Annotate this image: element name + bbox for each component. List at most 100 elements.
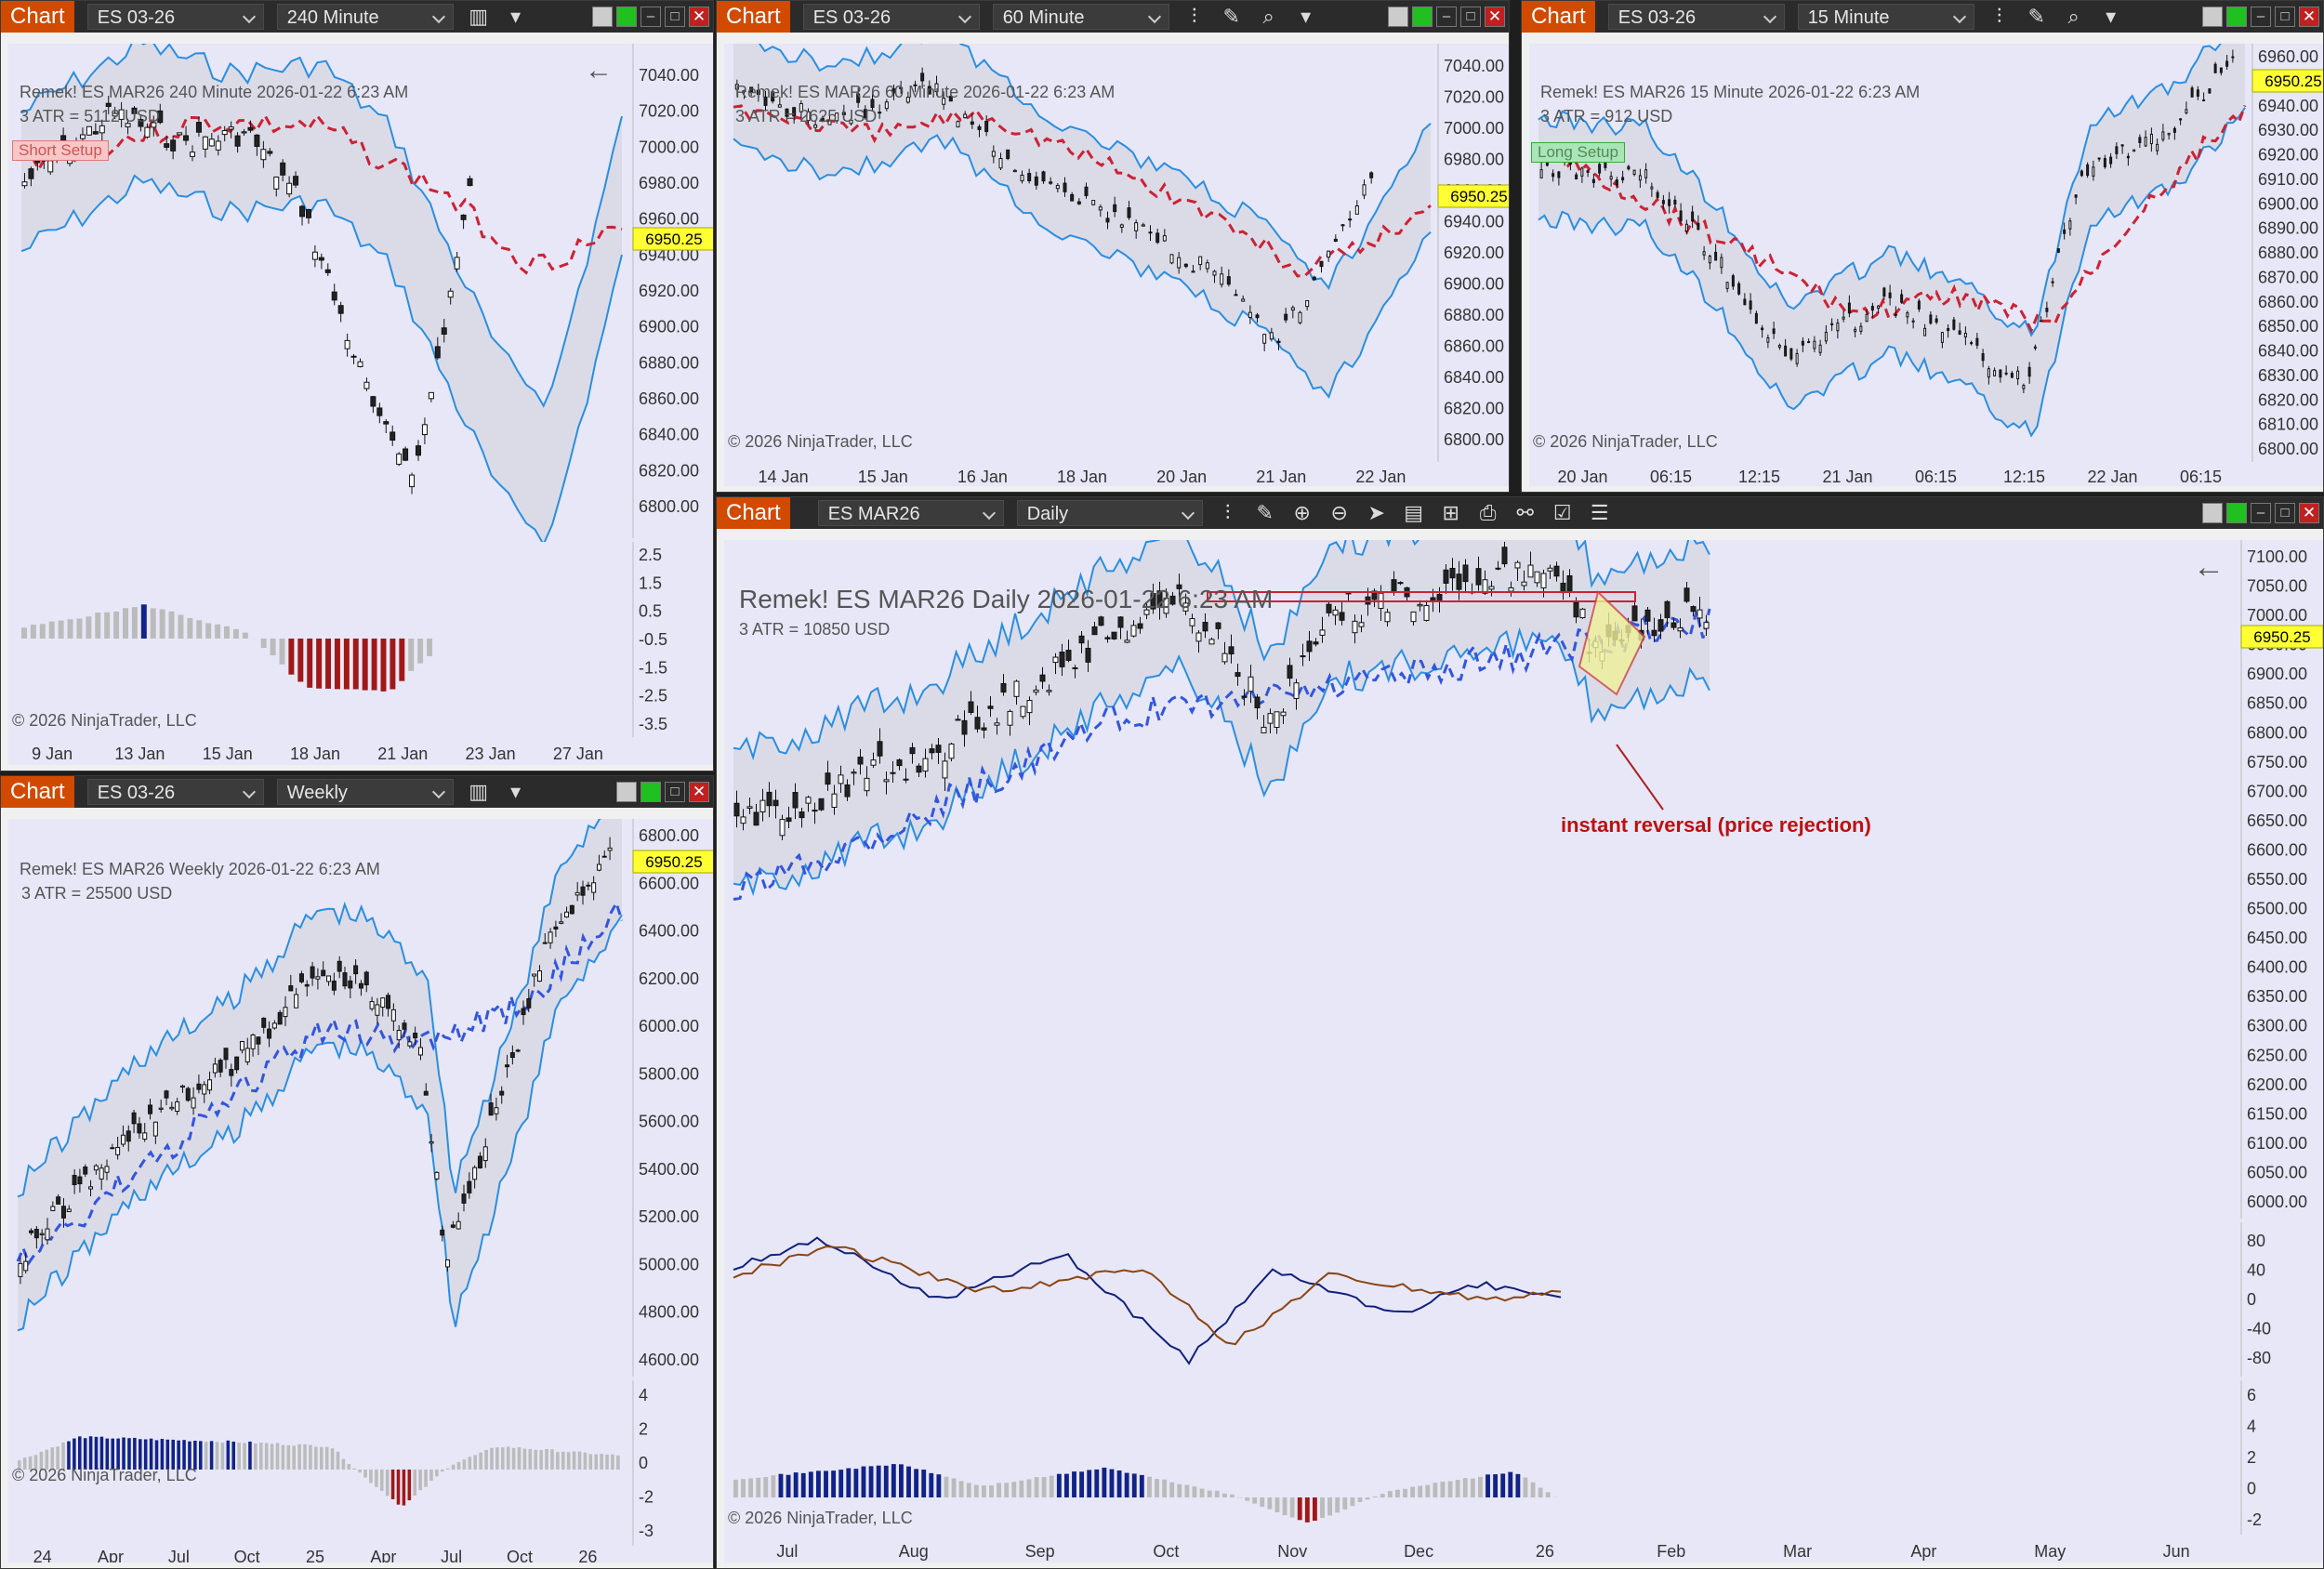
maximize-button[interactable]: □	[2275, 503, 2295, 523]
plot-area[interactable]: 7040.007020.007000.006980.006960.006940.…	[724, 44, 1509, 486]
minimize-button[interactable]: –	[1436, 7, 1457, 27]
bar-style-icon[interactable]: ▥	[469, 5, 489, 28]
candle	[884, 101, 889, 110]
histogram-bar	[111, 1438, 114, 1470]
chart-menu-button[interactable]: Chart	[717, 1, 790, 33]
candle	[1673, 199, 1677, 205]
x-tick-label: 12:15	[1738, 468, 1780, 486]
maximize-button[interactable]: □	[665, 782, 685, 802]
draw-pencil-icon[interactable]: ✎	[1222, 5, 1240, 28]
close-button[interactable]: ✕	[1485, 7, 1505, 27]
candle	[1423, 605, 1430, 621]
draw-pencil-icon[interactable]: ✎	[1256, 501, 1274, 524]
back-arrow-icon[interactable]: ←	[585, 55, 613, 86]
candle	[1664, 600, 1670, 619]
interval-select[interactable]: 60 Minute	[992, 4, 1169, 30]
close-button[interactable]: ✕	[689, 782, 709, 802]
maximize-button[interactable]: □	[2275, 7, 2295, 27]
link-green-button[interactable]	[2226, 7, 2247, 27]
link-green-button[interactable]	[1412, 7, 1433, 27]
trend-line	[733, 104, 1432, 278]
chevron-down-icon[interactable]: ▾	[1301, 5, 1312, 28]
close-button[interactable]: ✕	[2299, 503, 2319, 523]
link-color-button[interactable]	[2202, 503, 2223, 523]
maximize-button[interactable]: □	[1460, 7, 1481, 27]
candle	[1098, 206, 1103, 211]
plot-area[interactable]: 7100.007050.007000.006950.006900.006850.…	[724, 540, 2323, 1562]
chart-menu-button[interactable]: Chart	[1, 1, 74, 33]
interval-select[interactable]: 240 Minute	[276, 4, 454, 30]
candle	[440, 1229, 445, 1236]
y-tick-label: 6800.00	[2258, 440, 2318, 458]
strategy-icon[interactable]: ⚯	[1516, 501, 1534, 524]
snapshot-icon[interactable]: ⎙	[1479, 501, 1497, 524]
candle	[1134, 222, 1139, 231]
minimize-button[interactable]: –	[2251, 503, 2271, 523]
y-tick-label: 7000.00	[1444, 119, 1504, 138]
list-icon[interactable]: ☰	[1590, 501, 1609, 524]
interval-select[interactable]: Weekly	[276, 779, 454, 805]
close-button[interactable]: ✕	[2299, 7, 2319, 27]
properties-icon[interactable]: ☑	[1552, 501, 1572, 524]
templates-icon[interactable]: ⊞	[1442, 501, 1459, 524]
histogram-bar	[748, 1478, 754, 1497]
plot-area[interactable]: 6960.006950.006940.006930.006920.006910.…	[1529, 44, 2323, 486]
instrument-select[interactable]: ES 03-26	[802, 4, 980, 30]
bar-style-icon[interactable]: ▥	[469, 780, 489, 803]
data-box-icon[interactable]: ▤	[1404, 501, 1424, 524]
zoom-out-icon[interactable]: ⊖	[1330, 501, 1348, 524]
bar-style-icon[interactable]: ⫶	[1191, 5, 1197, 28]
back-arrow-icon[interactable]: ←	[2193, 549, 2225, 585]
candle	[144, 126, 151, 138]
zoom-icon[interactable]: ⌕	[2067, 5, 2080, 28]
upper-band-line	[733, 540, 1710, 761]
candle	[105, 102, 112, 108]
candle	[1547, 567, 1553, 572]
link-green-button[interactable]	[2226, 503, 2247, 523]
candle	[864, 777, 870, 792]
plot-area[interactable]: 6800.00 6600.00 6400.00 6200.00 6000.00 5800.…	[8, 819, 713, 1562]
interval-select[interactable]: 15 Minute	[1797, 4, 1974, 30]
candle	[1332, 609, 1339, 616]
instrument-select[interactable]: ES 03-26	[1607, 4, 1785, 30]
chevron-down-icon[interactable]: ▾	[2106, 5, 2117, 28]
candle	[228, 126, 234, 130]
link-color-button[interactable]	[592, 7, 613, 27]
minimize-button[interactable]: –	[2251, 7, 2271, 27]
close-button[interactable]: ✕	[689, 7, 709, 27]
candle	[1162, 235, 1167, 242]
link-color-button[interactable]	[1388, 7, 1408, 27]
link-green-button[interactable]	[640, 782, 661, 802]
candle	[1656, 191, 1659, 198]
zoom-icon[interactable]: ⌕	[1262, 5, 1274, 28]
x-tick-label: Nov	[1277, 1542, 1307, 1561]
candle	[2074, 194, 2078, 198]
zoom-in-icon[interactable]: ⊕	[1293, 501, 1311, 524]
candle	[805, 797, 812, 804]
candle	[390, 431, 396, 442]
link-color-button[interactable]	[616, 782, 637, 802]
chart-menu-button[interactable]: Chart	[1, 776, 74, 808]
interval-select[interactable]: Daily	[1016, 500, 1203, 526]
y-tick-label: 6800.00	[639, 826, 699, 845]
chevron-down-icon[interactable]: ▾	[510, 780, 522, 803]
histogram-bar	[800, 1472, 806, 1497]
candle	[488, 1102, 494, 1116]
instrument-select[interactable]: ES 03-26	[86, 779, 264, 805]
minimize-button[interactable]: –	[640, 7, 661, 27]
instrument-select[interactable]: ES 03-26	[86, 4, 264, 30]
instrument-select[interactable]: ES MAR26	[817, 500, 1004, 526]
candle	[120, 1134, 125, 1145]
link-color-button[interactable]	[2202, 7, 2223, 27]
draw-pencil-icon[interactable]: ✎	[2027, 5, 2045, 28]
link-green-button[interactable]	[616, 7, 637, 27]
pointer-icon[interactable]: ➤	[1367, 501, 1385, 524]
chevron-down-icon[interactable]: ▾	[510, 5, 522, 28]
maximize-button[interactable]: □	[665, 7, 685, 27]
candle	[445, 1259, 451, 1268]
chart-menu-button[interactable]: Chart	[717, 497, 790, 529]
bar-style-icon[interactable]: ⫶	[1996, 5, 2002, 28]
bar-style-icon[interactable]: ⫶	[1224, 501, 1231, 524]
chart-menu-button[interactable]: Chart	[1522, 1, 1595, 33]
